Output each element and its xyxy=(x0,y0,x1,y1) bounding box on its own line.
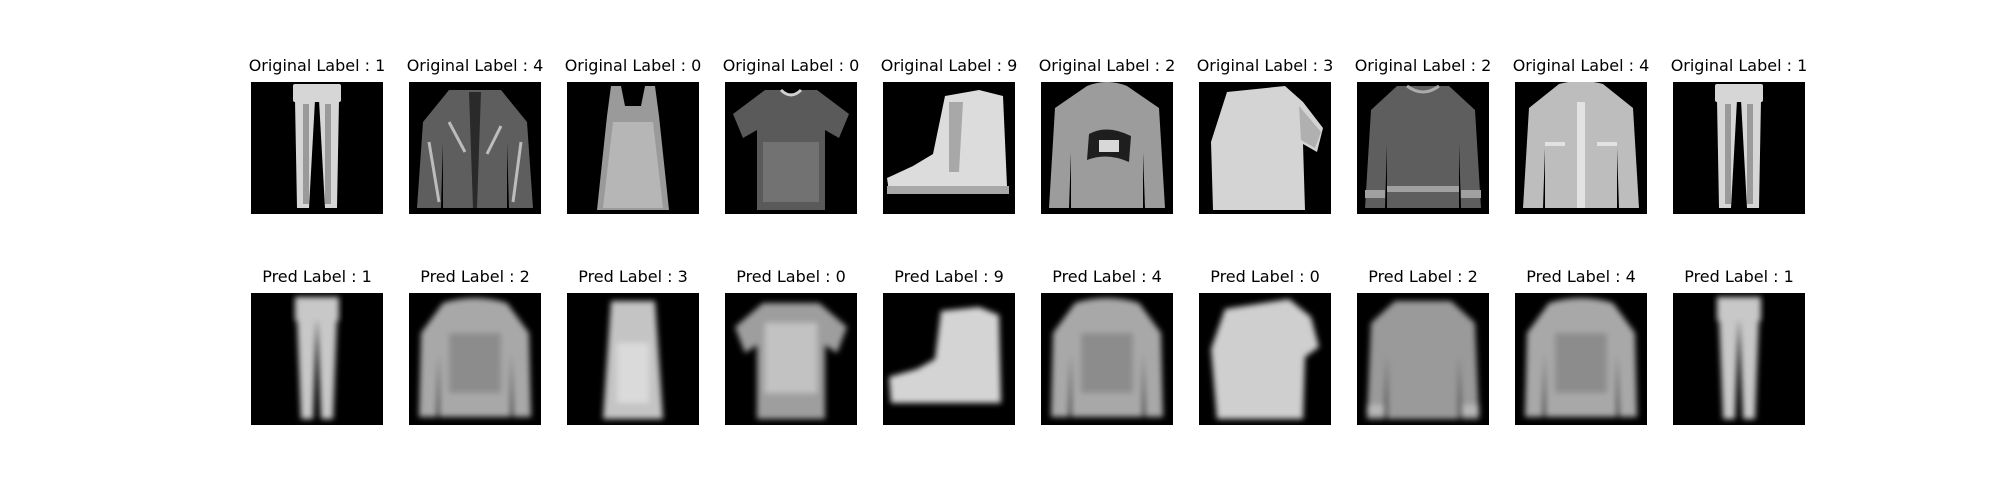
pred-cell-9: Pred Label : 4 xyxy=(1515,267,1647,425)
original-image-jacket xyxy=(409,82,541,214)
original-label-title: Original Label : 3 xyxy=(1196,56,1334,75)
original-image-dress xyxy=(567,82,699,214)
original-cell-7: Original Label : 3 xyxy=(1197,56,1333,214)
original-label-title: Original Label : 4 xyxy=(1512,56,1650,75)
pred-cell-1: Pred Label : 1 xyxy=(251,267,383,425)
pred-label-title: Pred Label : 1 xyxy=(1684,267,1794,286)
original-cell-3: Original Label : 0 xyxy=(565,56,701,214)
pred-label-title: Pred Label : 0 xyxy=(1210,267,1320,286)
pred-cell-7: Pred Label : 0 xyxy=(1199,267,1331,425)
pred-image-top-blur xyxy=(1041,293,1173,425)
pred-cell-6: Pred Label : 4 xyxy=(1041,267,1173,425)
original-image-trouser xyxy=(251,82,383,214)
pred-image-trouser-blur xyxy=(1673,293,1805,425)
original-image-tshirt xyxy=(725,82,857,214)
pred-cell-8: Pred Label : 2 xyxy=(1357,267,1489,425)
original-label-title: Original Label : 9 xyxy=(880,56,1018,75)
original-cell-1: Original Label : 1 xyxy=(249,56,385,214)
pred-label-title: Pred Label : 4 xyxy=(1526,267,1636,286)
original-image-hoodie xyxy=(1041,82,1173,214)
original-label-title: Original Label : 1 xyxy=(248,56,386,75)
pred-image-top-blur xyxy=(1515,293,1647,425)
original-cell-8: Original Label : 2 xyxy=(1355,56,1491,214)
pred-image-boot-blur xyxy=(883,293,1015,425)
original-label-title: Original Label : 2 xyxy=(1354,56,1492,75)
original-cell-5: Original Label : 9 xyxy=(881,56,1017,214)
original-image-boot xyxy=(883,82,1015,214)
pred-label-title: Pred Label : 2 xyxy=(420,267,530,286)
original-label-title: Original Label : 4 xyxy=(406,56,544,75)
original-cell-6: Original Label : 2 xyxy=(1039,56,1175,214)
pred-cell-5: Pred Label : 9 xyxy=(883,267,1015,425)
original-label-title: Original Label : 1 xyxy=(1670,56,1808,75)
original-image-jacket-light xyxy=(1515,82,1647,214)
original-cell-2: Original Label : 4 xyxy=(407,56,543,214)
pred-cell-4: Pred Label : 0 xyxy=(725,267,857,425)
original-label-title: Original Label : 0 xyxy=(564,56,702,75)
pred-label-title: Pred Label : 9 xyxy=(894,267,1004,286)
pred-label-title: Pred Label : 2 xyxy=(1368,267,1478,286)
original-cell-10: Original Label : 1 xyxy=(1671,56,1807,214)
pred-image-dress-blur xyxy=(567,293,699,425)
pred-image-tshirt-blur xyxy=(725,293,857,425)
original-label-title: Original Label : 2 xyxy=(1038,56,1176,75)
pred-image-trouser-blur xyxy=(251,293,383,425)
original-image-trouser xyxy=(1673,82,1805,214)
pred-image-blob-blur xyxy=(1199,293,1331,425)
original-image-sweater-blob xyxy=(1199,82,1331,214)
pred-image-top-blur xyxy=(409,293,541,425)
pred-label-title: Pred Label : 3 xyxy=(578,267,688,286)
pred-image-pullover-blur xyxy=(1357,293,1489,425)
original-cell-9: Original Label : 4 xyxy=(1513,56,1649,214)
original-label-title: Original Label : 0 xyxy=(722,56,860,75)
pred-cell-10: Pred Label : 1 xyxy=(1673,267,1805,425)
original-image-pullover xyxy=(1357,82,1489,214)
pred-label-title: Pred Label : 4 xyxy=(1052,267,1162,286)
pred-cell-2: Pred Label : 2 xyxy=(409,267,541,425)
pred-cell-3: Pred Label : 3 xyxy=(567,267,699,425)
pred-label-title: Pred Label : 0 xyxy=(736,267,846,286)
original-cell-4: Original Label : 0 xyxy=(723,56,859,214)
pred-label-title: Pred Label : 1 xyxy=(262,267,372,286)
